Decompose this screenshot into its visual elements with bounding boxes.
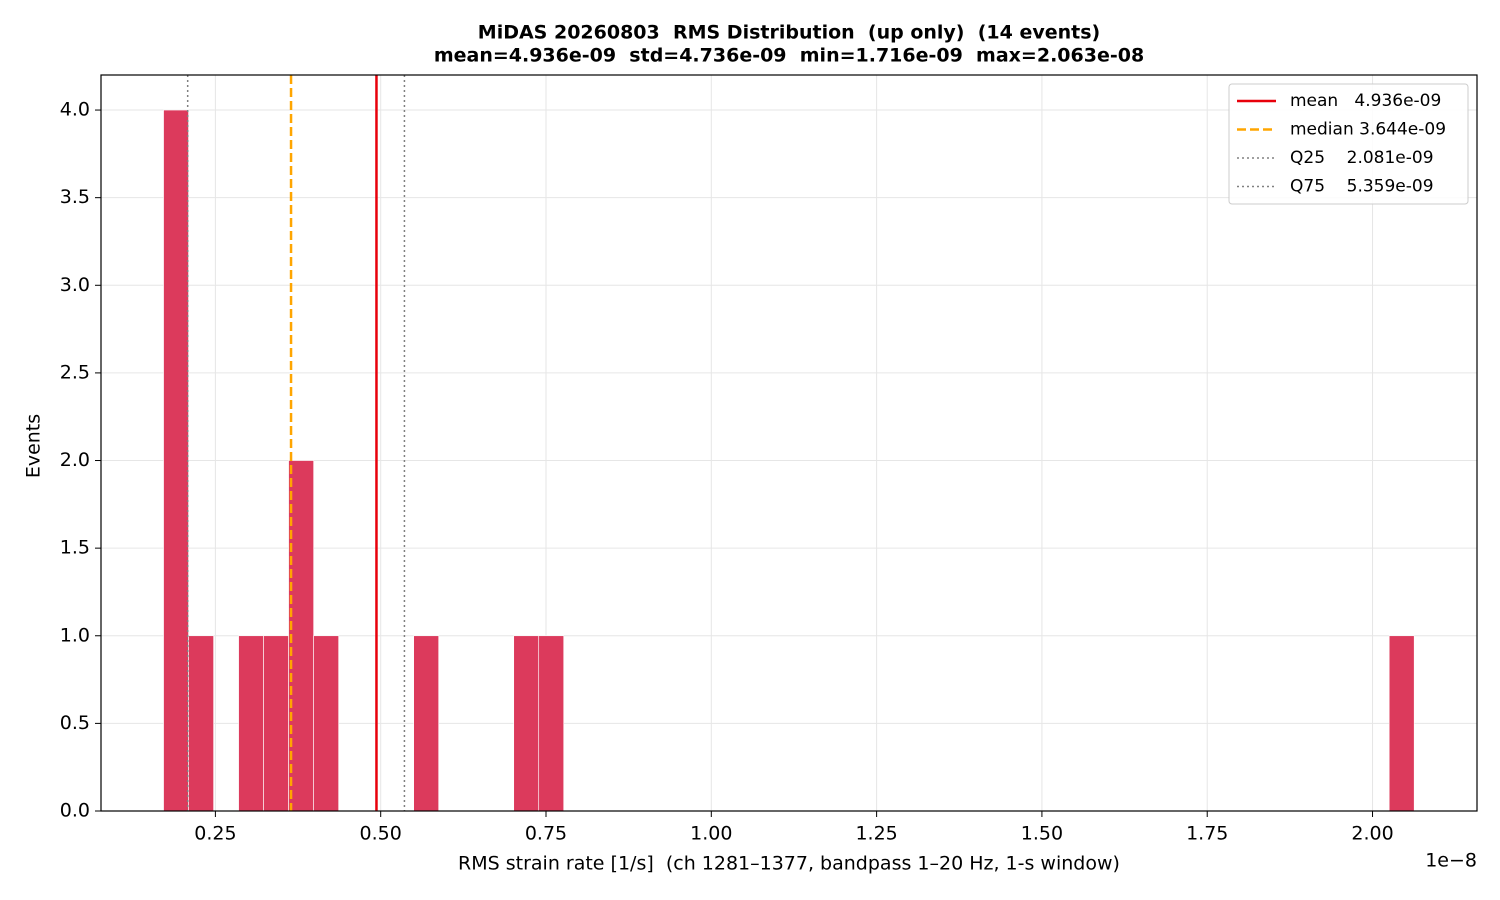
legend-label: Q75 5.359e-09 [1290,177,1434,197]
bar [188,635,214,812]
x-tick-label: 0.50 [360,823,402,845]
x-axis-label: RMS strain rate [1/s] (ch 1281–1377, ban… [458,853,1120,875]
x-tick-label: 1.75 [1186,823,1228,845]
x-tick-label: 0.25 [194,823,236,845]
bar [163,109,189,812]
y-tick-label: 3.5 [60,186,90,208]
legend-box [1228,83,1469,205]
chart-subtitle: mean=4.936e-09 std=4.736e-09 min=1.716e-… [434,45,1144,67]
x-tick-label: 1.50 [1021,823,1063,845]
bar [413,635,439,812]
x-tick-label: 2.00 [1351,823,1393,845]
bar [1388,635,1415,812]
legend-label: median 3.644e-09 [1290,120,1446,140]
y-tick-label: 2.5 [60,361,90,383]
y-tick-label: 2.0 [60,449,90,471]
bar [538,635,565,812]
bar [263,635,289,812]
y-tick-label: 0.0 [60,800,90,822]
plot-frame [100,74,1478,812]
y-tick-label: 1.0 [60,624,90,646]
legend: mean 4.936e-09 median 3.644e-09 Q25 2.081e… [1228,83,1469,205]
bar [513,635,540,812]
legend-label: Q25 2.081e-09 [1290,148,1434,168]
legend-label: mean 4.936e-09 [1290,91,1441,111]
bar [238,635,264,812]
y-axis-label: Events [23,414,45,478]
x-offset-label: 1e−8 [1425,850,1477,872]
bar [288,460,314,812]
y-tick-label: 3.0 [60,274,90,296]
y-tick-label: 1.5 [60,537,90,559]
x-tick-label: 0.75 [525,823,567,845]
x-tick-label: 1.25 [855,823,897,845]
x-tick-label: 1.00 [690,823,732,845]
bar [313,635,339,812]
y-tick-label: 4.0 [60,99,90,121]
y-tick-label: 0.5 [60,712,90,734]
chart-title: MiDAS 20260803 RMS Distribution (up only… [478,22,1100,44]
